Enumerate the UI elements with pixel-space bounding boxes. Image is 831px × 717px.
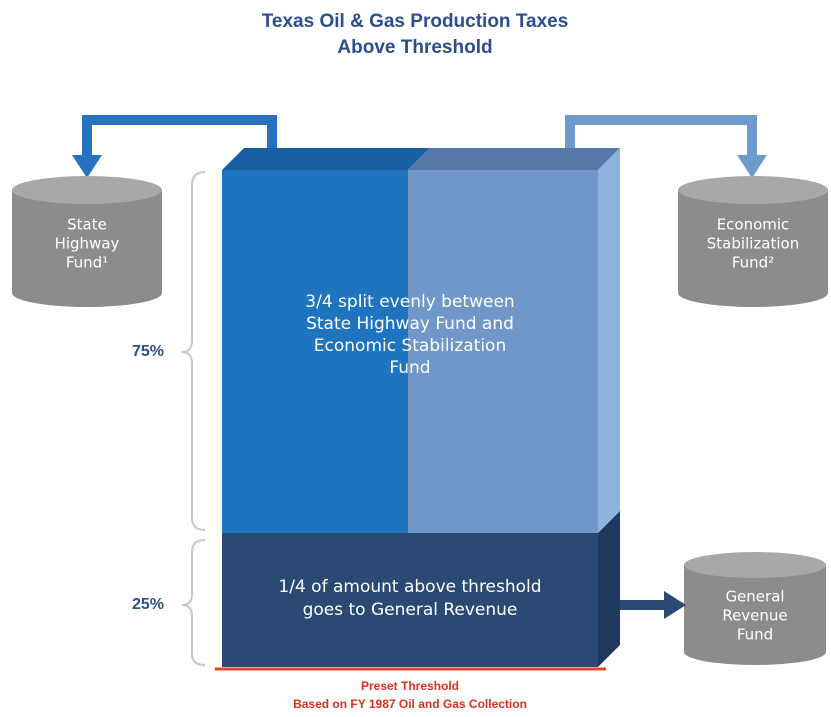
share-label: 75% xyxy=(132,343,164,360)
arrowhead xyxy=(72,155,102,178)
box-text: State Highway Fund and xyxy=(306,314,514,334)
fund-label: Fund² xyxy=(732,254,774,272)
fund-label: Fund xyxy=(737,626,773,644)
fund-label: Economic xyxy=(717,216,790,234)
box-side xyxy=(598,511,620,667)
arrowhead xyxy=(737,155,767,178)
fund-label: General xyxy=(725,588,784,606)
fund-label: Highway xyxy=(55,235,120,253)
arrow xyxy=(82,115,277,172)
title: Texas Oil & Gas Production Taxes xyxy=(262,11,569,32)
box-bottom xyxy=(222,533,598,667)
box-text: 1/4 of amount above threshold xyxy=(278,577,541,597)
share-label: 25% xyxy=(132,596,164,613)
brace xyxy=(181,539,206,666)
cylinder xyxy=(12,176,162,307)
box-top xyxy=(408,148,620,170)
box-text: goes to General Revenue xyxy=(303,600,518,620)
box-side xyxy=(598,148,620,533)
box-text: 3/4 split evenly between xyxy=(305,292,514,312)
fund-label: Fund¹ xyxy=(66,254,108,272)
fund-label: Stabilization xyxy=(707,235,799,253)
box-right xyxy=(408,170,598,533)
box-left xyxy=(222,170,408,533)
threshold-text: Preset Threshold xyxy=(361,679,459,693)
box-top xyxy=(222,148,430,170)
fund-label: State xyxy=(67,216,107,234)
title: Above Threshold xyxy=(337,37,492,58)
cylinder xyxy=(678,176,828,307)
box-text: Fund xyxy=(389,358,430,378)
arrowhead xyxy=(664,591,686,619)
cylinder xyxy=(684,552,826,665)
brace xyxy=(181,171,206,531)
box-text: Economic Stabilization xyxy=(314,336,506,356)
threshold-text: Based on FY 1987 Oil and Gas Collection xyxy=(293,697,527,711)
arrow xyxy=(565,115,757,172)
fund-label: Revenue xyxy=(722,607,787,625)
